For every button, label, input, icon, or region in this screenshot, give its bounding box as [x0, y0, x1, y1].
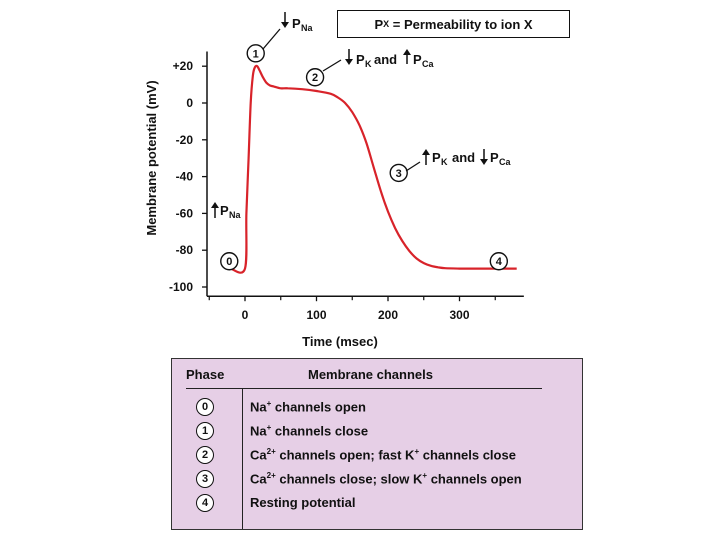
channel-description: Na+ channels open — [250, 399, 366, 415]
y-tick-label: -40 — [176, 170, 194, 184]
phase-marker-3: 3 — [389, 163, 408, 183]
channel-description: Ca2+ channels open; fast K+ channels clo… — [250, 447, 516, 463]
phase-number: 0 — [226, 256, 232, 268]
table-header-phase: Phase — [186, 367, 225, 382]
x-axis-label: Time (msec) — [302, 334, 378, 349]
table-row: 2 Ca2+ channels open; fast K+ channels c… — [172, 445, 582, 469]
perm-sub-ca: Ca — [422, 59, 434, 69]
annotation-phase1-pna: P Na — [262, 12, 313, 50]
y-ticks: +20 0 -20 -40 -60 -80 -100 — [169, 59, 207, 294]
channel-description: Resting potential — [250, 495, 356, 510]
chart-axes — [206, 51, 524, 297]
perm-p: P — [432, 150, 441, 165]
y-tick-label: +20 — [173, 59, 194, 73]
annotation-phase3-pk-pca: P K and P Ca — [405, 149, 511, 172]
table-header-channels: Membrane channels — [308, 367, 433, 382]
phase-circle: 0 — [196, 398, 214, 416]
phase-circle: 4 — [196, 494, 214, 512]
legend-text: = Permeability to ion X — [389, 16, 533, 32]
y-axis-label: Membrane potential (mV) — [144, 80, 159, 235]
table-row: 4 Resting potential — [172, 493, 582, 517]
perm-p: P — [220, 203, 229, 218]
phase-number: 1 — [253, 48, 259, 60]
perm-sub-ca: Ca — [499, 157, 511, 167]
x-ticks: 0 100 200 300 — [208, 296, 496, 322]
phase-circle: 1 — [196, 422, 214, 440]
action-potential-chart: +20 0 -20 -40 -60 -80 -100 0 100 200 300 Membrane… — [144, 12, 524, 349]
x-tick-label: 100 — [306, 308, 326, 322]
phase-marker-1: 1 — [246, 44, 265, 63]
phase-number: 2 — [312, 72, 318, 84]
phase-circle — [246, 44, 265, 63]
perm-p: P — [292, 16, 301, 31]
annotation-phase2-pk-pca: P K and P Ca — [322, 49, 434, 72]
x-tick-label: 300 — [449, 308, 469, 322]
table-row: 0 Na+ channels open — [172, 397, 582, 421]
legend-subscript-x: X — [383, 19, 390, 29]
annotation-phase0-pna: P Na — [211, 202, 241, 220]
phase-circle: 3 — [196, 470, 214, 488]
phase-circle — [389, 163, 408, 183]
table-column-divider — [242, 388, 243, 529]
phase-circle — [489, 252, 509, 271]
phase-circle — [220, 252, 239, 271]
phase-markers: 0 1 2 3 4 — [220, 44, 509, 271]
perm-and: and — [374, 52, 397, 67]
y-tick-label: -80 — [176, 243, 194, 257]
channel-description: Na+ channels close — [250, 423, 369, 439]
perm-and: and — [452, 150, 475, 165]
y-tick-label: -20 — [176, 133, 194, 147]
x-tick-label: 200 — [378, 308, 398, 322]
action-potential-line — [230, 64, 517, 274]
y-tick-label: 0 — [186, 96, 193, 110]
phase-circle — [305, 68, 325, 87]
phase-number: 4 — [496, 256, 503, 268]
perm-p: P — [356, 52, 365, 67]
perm-p: P — [413, 52, 422, 67]
phase-marker-0: 0 — [220, 252, 239, 271]
phase-circle: 2 — [196, 446, 214, 464]
y-tick-label: -100 — [169, 280, 193, 294]
table-row: 1 Na+ channels close — [172, 421, 582, 445]
x-tick-label: 0 — [242, 308, 249, 322]
perm-sub-na: Na — [229, 210, 241, 220]
phase-channels-table: Phase Membrane channels 0 Na+ channels o… — [171, 358, 583, 530]
perm-sub-k: K — [365, 59, 372, 69]
phase-marker-4: 4 — [489, 252, 509, 271]
perm-sub-k: K — [441, 157, 448, 167]
perm-p: P — [490, 150, 499, 165]
phase-marker-2: 2 — [305, 68, 325, 87]
legend-p: P — [374, 16, 384, 32]
table-header-divider — [186, 388, 542, 389]
y-tick-label: -60 — [176, 206, 194, 220]
channel-description: Ca2+ channels close; slow K+ channels op… — [250, 471, 522, 487]
perm-sub-na: Na — [301, 23, 313, 33]
phase-number: 3 — [396, 168, 402, 180]
table-row: 3 Ca2+ channels close; slow K+ channels … — [172, 469, 582, 493]
